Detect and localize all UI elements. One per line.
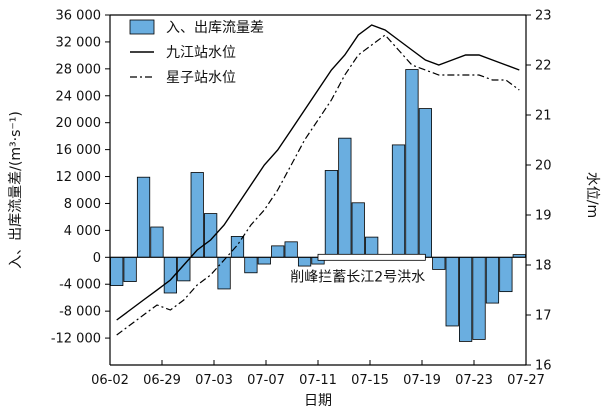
bar xyxy=(338,137,352,258)
bar xyxy=(110,256,124,286)
x-tick-label: 07-07 xyxy=(247,373,285,388)
x-axis-title: 日期 xyxy=(304,393,332,409)
legend-label-bar: 入、出库流量差 xyxy=(166,20,264,36)
x-tick-label: 06-02 xyxy=(91,373,129,388)
left-tick-label: 12 000 xyxy=(56,170,102,185)
bar xyxy=(485,256,500,304)
right-tick-label: 18 xyxy=(535,259,552,274)
left-tick-label: 4 000 xyxy=(64,224,101,239)
x-tick-label: 07-19 xyxy=(403,373,441,388)
left-tick-label: -4 000 xyxy=(59,278,101,293)
left-tick-label: 24 000 xyxy=(56,89,102,104)
right-ticks: 16 17 18 19 20 21 22 23 xyxy=(526,9,552,374)
bar xyxy=(190,172,204,258)
legend-label-jiujiang: 九江站水位 xyxy=(166,45,236,61)
bar xyxy=(499,256,513,293)
annotation: 削峰拦蓄长江2号洪水 xyxy=(290,253,426,285)
x-tick-label: 07-27 xyxy=(507,373,545,388)
left-tick-label: 16 000 xyxy=(56,143,102,158)
bar xyxy=(136,176,151,258)
bar xyxy=(459,256,473,342)
left-tick-label: 8 000 xyxy=(64,197,101,212)
bar xyxy=(257,256,271,265)
bar xyxy=(244,256,258,274)
left-tick-label: -8 000 xyxy=(59,305,101,320)
bar xyxy=(324,170,339,258)
x-tick-label: 06-29 xyxy=(143,373,181,388)
right-tick-label: 17 xyxy=(535,309,552,324)
bar xyxy=(405,69,419,258)
left-tick-label: 36 000 xyxy=(56,9,102,24)
bar xyxy=(150,226,164,258)
left-axis-title: 入、出库流量差/(m³·s⁻¹) xyxy=(8,111,24,269)
right-tick-label: 20 xyxy=(535,159,552,174)
right-tick-label: 19 xyxy=(535,209,552,224)
bar xyxy=(351,202,365,258)
left-tick-label: 0 xyxy=(93,251,101,266)
right-tick-label: 23 xyxy=(535,9,552,24)
right-tick-label: 22 xyxy=(535,59,552,74)
annotation-text: 削峰拦蓄长江2号洪水 xyxy=(290,269,425,285)
line-series xyxy=(116,24,520,336)
bar xyxy=(432,256,446,270)
left-tick-label: 32 000 xyxy=(56,35,102,50)
legend-swatch-bar xyxy=(129,19,155,35)
bar xyxy=(472,256,486,340)
right-axis-title: 水位/m xyxy=(584,172,600,218)
x-tick-label: 07-15 xyxy=(351,373,389,388)
x-tick-label: 07-11 xyxy=(299,373,337,388)
bar-series xyxy=(110,69,526,342)
left-tick-label: 28 000 xyxy=(56,62,102,77)
bar xyxy=(123,256,137,282)
right-tick-label: 21 xyxy=(535,109,552,124)
bar xyxy=(445,256,459,327)
x-tick-label: 07-03 xyxy=(195,373,233,388)
left-ticks: -12 000 -8 000 -4 000 0 4 000 8 000 12 000 16 0… xyxy=(51,9,110,347)
jiujiang-water-level-line xyxy=(116,24,520,321)
left-tick-label: 20 000 xyxy=(56,116,102,131)
bar xyxy=(271,245,285,258)
right-tick-label: 16 xyxy=(535,359,552,374)
bar xyxy=(297,256,312,267)
legend-label-xingzi: 星子站水位 xyxy=(166,70,236,86)
legend: 入、出库流量差 九江站水位 星子站水位 xyxy=(129,19,264,86)
xingzi-water-level-line xyxy=(116,34,520,336)
bar xyxy=(217,256,231,290)
annotation-band xyxy=(317,253,426,261)
left-tick-label: -12 000 xyxy=(51,332,101,347)
x-tick-label: 07-23 xyxy=(455,373,493,388)
bar xyxy=(284,241,298,258)
bar xyxy=(391,144,406,258)
x-ticks: 06-02 06-29 07-03 07-07 07-11 07-15 07-19 07-23… xyxy=(91,360,545,388)
bar xyxy=(418,108,432,258)
